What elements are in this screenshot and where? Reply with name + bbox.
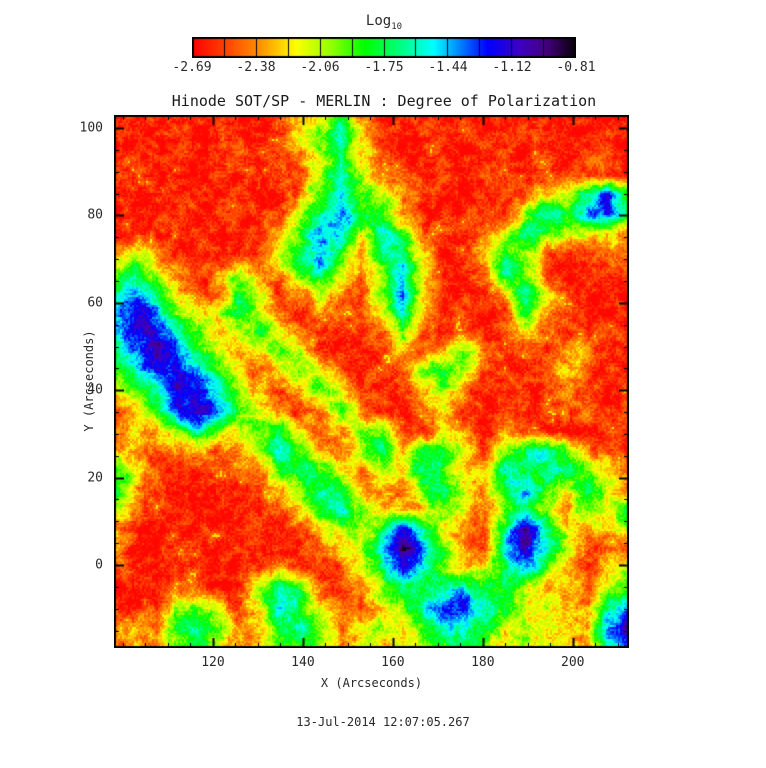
colorbar-tick-label: -2.69: [172, 60, 212, 75]
colorbar-tick-label: -1.44: [428, 60, 468, 75]
colorbar-title-base: Log: [365, 13, 392, 29]
x-tick-label: 180: [471, 655, 495, 670]
y-tick-label: 60: [87, 295, 103, 311]
colorbar-tick-label: -0.81: [556, 60, 596, 75]
y-tick-label: 20: [87, 470, 103, 486]
colorbar-tick-label: -2.38: [236, 60, 276, 75]
x-tick-label: 200: [561, 655, 585, 670]
y-tick-label: 40: [87, 382, 103, 398]
x-tick-label: 120: [201, 655, 225, 670]
polarization-heatmap: [114, 115, 629, 648]
x-axis-label: X (Arcseconds): [320, 676, 423, 690]
chart-title: Hinode SOT/SP - MERLIN : Degree of Polar…: [171, 92, 597, 110]
colorbar-tick-label: -1.75: [364, 60, 404, 75]
y-axis-label: Y (Arcseconds): [82, 330, 96, 432]
x-tick-label: 160: [381, 655, 405, 670]
colorbar-tick-label: -1.12: [492, 60, 532, 75]
timestamp: 13-Jul-2014 12:07:05.267: [296, 715, 470, 729]
colorbar-title-sub: 10: [391, 21, 403, 32]
y-tick-label: 80: [87, 207, 103, 223]
colorbar-title: Log10: [0, 13, 766, 32]
colorbar: [192, 37, 576, 58]
y-tick-label: 100: [79, 120, 103, 136]
x-tick-label: 140: [291, 655, 315, 670]
colorbar-tick-label: -2.06: [300, 60, 340, 75]
y-tick-label: 0: [95, 557, 103, 573]
colorbar-tick-labels: -2.69 -2.38 -2.06 -1.75 -1.44 -1.12 -0.81: [0, 60, 766, 78]
